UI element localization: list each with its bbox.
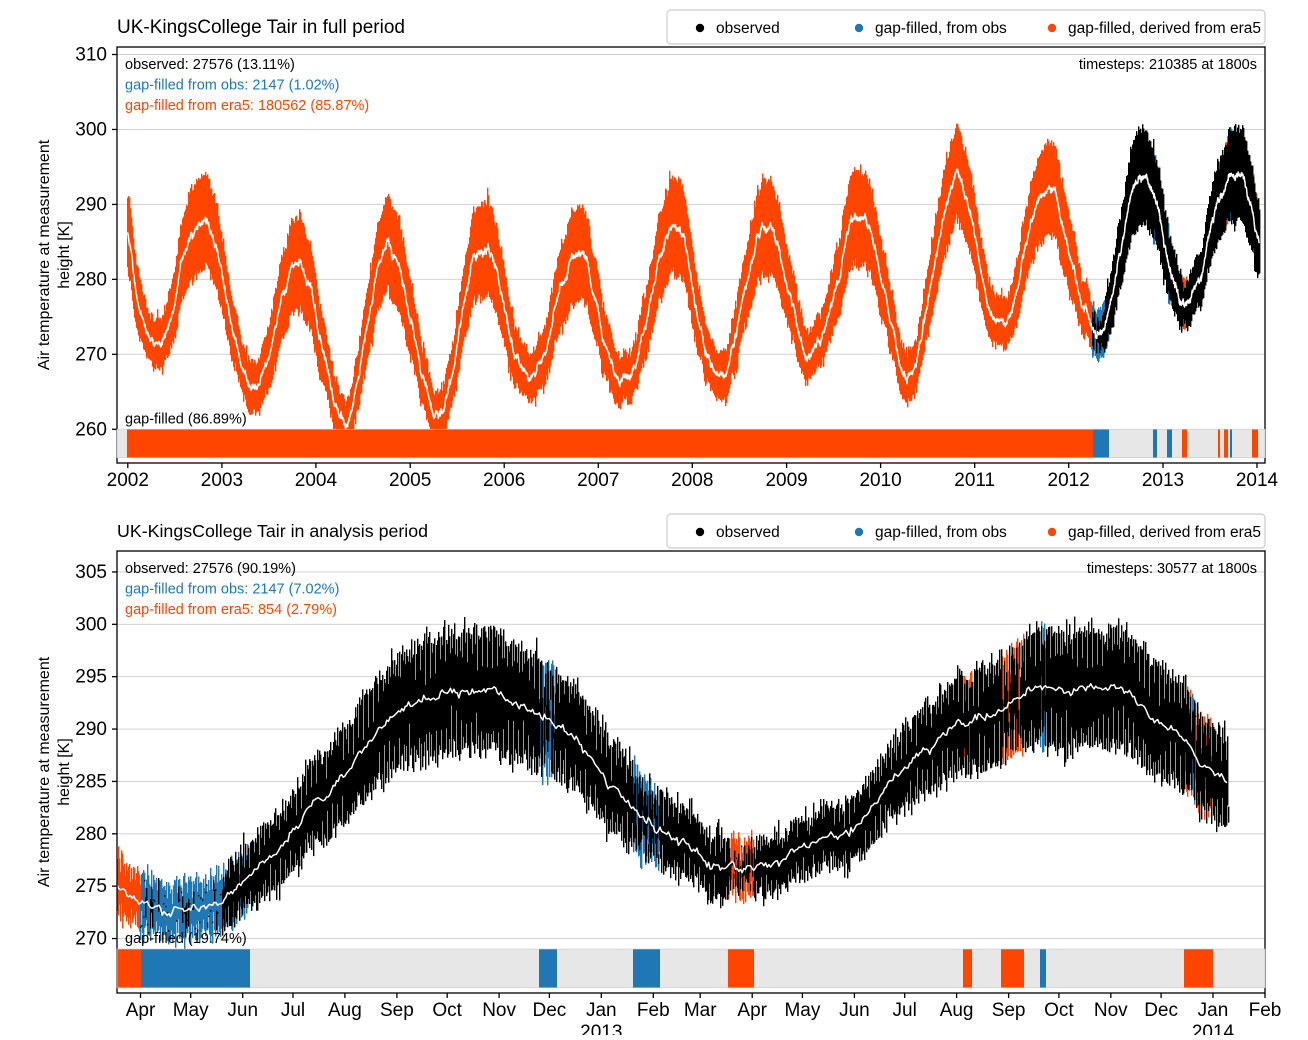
svg-text:2013: 2013 <box>580 1022 622 1035</box>
svg-text:2013: 2013 <box>1142 470 1184 491</box>
svg-text:Air temperature at measurement: Air temperature at measurement <box>36 656 53 887</box>
svg-text:290: 290 <box>75 719 107 740</box>
svg-text:310: 310 <box>75 45 107 66</box>
svg-text:Sep: Sep <box>992 1000 1026 1021</box>
svg-text:May: May <box>173 1000 209 1021</box>
svg-text:gap-filled, derived from era5: gap-filled, derived from era5 <box>1068 524 1261 541</box>
svg-text:height [K]: height [K] <box>56 221 73 289</box>
svg-text:2007: 2007 <box>577 470 619 491</box>
svg-text:Feb: Feb <box>637 1000 670 1021</box>
svg-text:2008: 2008 <box>671 470 713 491</box>
svg-text:Oct: Oct <box>1044 1000 1074 1021</box>
svg-text:May: May <box>784 1000 820 1021</box>
svg-text:gap-filled from era5: 854 (2.7: gap-filled from era5: 854 (2.79%) <box>125 602 337 618</box>
svg-text:2003: 2003 <box>201 470 243 491</box>
svg-text:Air temperature at measurement: Air temperature at measurement <box>36 139 53 370</box>
svg-text:270: 270 <box>75 344 107 365</box>
svg-text:Jul: Jul <box>893 1000 917 1021</box>
svg-text:UK-KingsCollege Tair in full p: UK-KingsCollege Tair in full period <box>117 17 405 38</box>
svg-text:2009: 2009 <box>765 470 807 491</box>
svg-text:Jun: Jun <box>839 1000 870 1021</box>
svg-text:gap-filled from obs: 2147 (7.0: gap-filled from obs: 2147 (7.02%) <box>125 582 339 598</box>
svg-text:270: 270 <box>75 929 107 950</box>
svg-text:timesteps: 30577 at 1800s: timesteps: 30577 at 1800s <box>1087 561 1257 577</box>
svg-text:Dec: Dec <box>1144 1000 1178 1021</box>
svg-text:gap-filled (86.89%): gap-filled (86.89%) <box>125 411 247 427</box>
svg-text:2002: 2002 <box>107 470 149 491</box>
svg-text:Jan: Jan <box>1198 1000 1229 1021</box>
svg-text:gap-filled, from obs: gap-filled, from obs <box>875 20 1007 37</box>
svg-text:height [K]: height [K] <box>56 738 73 806</box>
svg-text:Dec: Dec <box>533 1000 567 1021</box>
svg-text:280: 280 <box>75 269 107 290</box>
svg-text:observed: observed <box>716 20 780 37</box>
svg-text:Sep: Sep <box>380 1000 414 1021</box>
svg-text:observed: 27576 (13.11%): observed: 27576 (13.11%) <box>125 57 295 73</box>
svg-text:Feb: Feb <box>1249 1000 1282 1021</box>
svg-text:305: 305 <box>75 562 107 583</box>
svg-text:2005: 2005 <box>389 470 431 491</box>
svg-text:observed: 27576 (90.19%): observed: 27576 (90.19%) <box>125 561 296 577</box>
svg-text:Jan: Jan <box>586 1000 617 1021</box>
svg-text:Nov: Nov <box>482 1000 516 1021</box>
svg-text:2014: 2014 <box>1236 470 1279 491</box>
svg-text:2012: 2012 <box>1048 470 1090 491</box>
svg-text:2004: 2004 <box>295 470 338 491</box>
svg-text:300: 300 <box>75 120 107 141</box>
svg-text:timesteps: 210385 at 1800s: timesteps: 210385 at 1800s <box>1079 57 1257 73</box>
svg-text:Apr: Apr <box>126 1000 156 1021</box>
svg-text:290: 290 <box>75 194 107 215</box>
svg-text:gap-filled, from obs: gap-filled, from obs <box>875 524 1007 541</box>
svg-text:285: 285 <box>75 771 107 792</box>
svg-text:295: 295 <box>75 667 107 688</box>
svg-text:Jun: Jun <box>227 1000 258 1021</box>
svg-text:275: 275 <box>75 876 107 897</box>
svg-text:2010: 2010 <box>859 470 901 491</box>
svg-text:gap-filled from era5: 180562 (: gap-filled from era5: 180562 (85.87%) <box>125 98 369 114</box>
svg-text:260: 260 <box>75 419 107 440</box>
svg-text:Jul: Jul <box>281 1000 305 1021</box>
svg-text:2011: 2011 <box>954 470 995 491</box>
svg-text:Mar: Mar <box>684 1000 717 1021</box>
svg-text:UK-KingsCollege Tair in analys: UK-KingsCollege Tair in analysis period <box>117 521 428 541</box>
svg-text:280: 280 <box>75 824 107 845</box>
svg-text:2014: 2014 <box>1192 1022 1235 1035</box>
svg-text:gap-filled (19.74%): gap-filled (19.74%) <box>125 931 247 947</box>
svg-text:gap-filled from obs: 2147 (1.0: gap-filled from obs: 2147 (1.02%) <box>125 78 339 94</box>
svg-text:observed: observed <box>716 524 780 541</box>
svg-text:Aug: Aug <box>328 1000 362 1021</box>
svg-text:gap-filled, derived from era5: gap-filled, derived from era5 <box>1068 20 1261 37</box>
svg-text:Nov: Nov <box>1094 1000 1128 1021</box>
svg-text:2006: 2006 <box>483 470 525 491</box>
svg-text:Apr: Apr <box>737 1000 767 1021</box>
svg-text:Oct: Oct <box>432 1000 462 1021</box>
svg-text:300: 300 <box>75 614 107 635</box>
svg-text:Aug: Aug <box>940 1000 974 1021</box>
